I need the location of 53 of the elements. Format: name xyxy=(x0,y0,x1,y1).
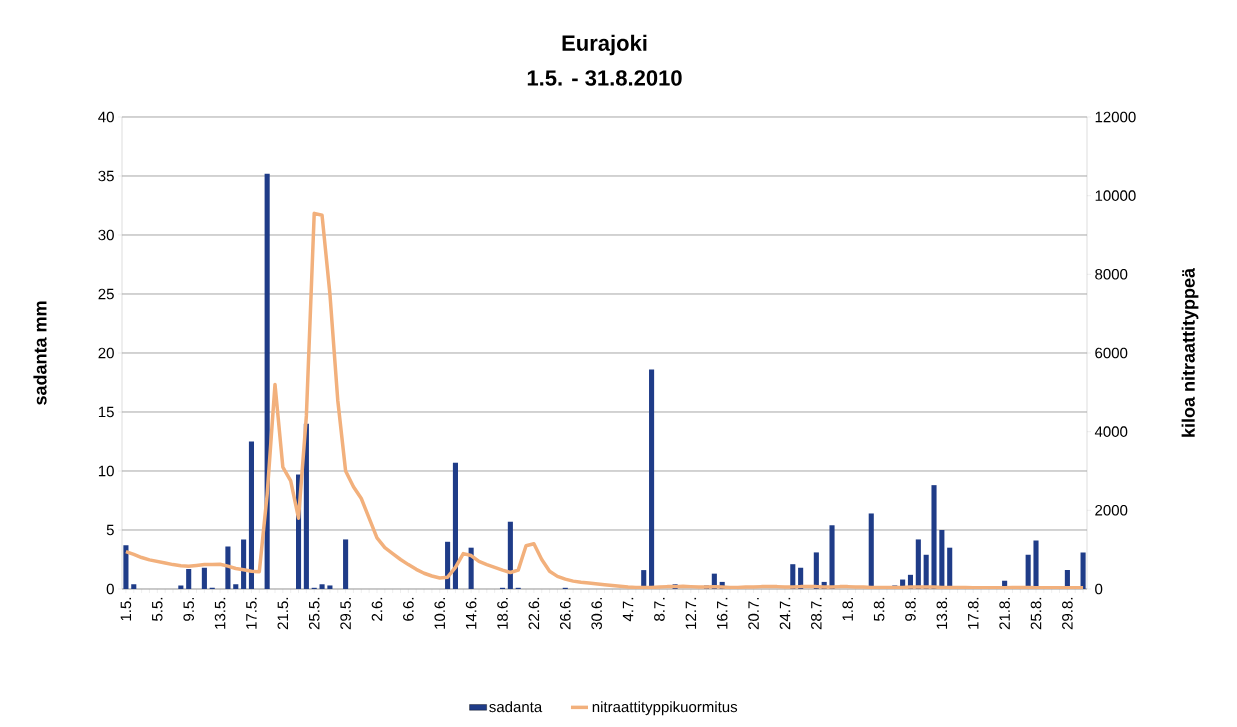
y2-axis-title: kiloa nitraattityppeä xyxy=(1181,267,1199,437)
x-tick-label: 21.8. xyxy=(999,597,1010,630)
y2-tick-label: 4000 xyxy=(1094,426,1128,437)
x-tick-label: 5.8. xyxy=(873,597,885,621)
x-tick-label: 25.5. xyxy=(308,597,320,630)
y-tick-label: 0 xyxy=(106,583,114,595)
y2-tick-label: 10000 xyxy=(1095,190,1136,201)
x-tick-label: 2.6. xyxy=(371,597,383,621)
x-tick-label: 4.7. xyxy=(622,597,634,622)
x-tick-label: 5.5. xyxy=(152,597,163,621)
x-tick-label: 6.6. xyxy=(403,597,414,621)
x-tick-label: 21.5. xyxy=(277,597,289,630)
legend-label: nitraattityppikuormitus xyxy=(592,701,738,716)
x-tick-label: 29.5. xyxy=(340,597,351,630)
y-tick-label: 20 xyxy=(98,347,114,359)
x-tick-label: 9.5. xyxy=(183,597,194,621)
y2-tick-label: 6000 xyxy=(1095,347,1128,359)
y-tick-label: 30 xyxy=(98,229,114,241)
x-tick-label: 29.8. xyxy=(1062,597,1073,630)
x-tick-label: 25.8. xyxy=(1030,597,1042,630)
x-tick-label: 28.7. xyxy=(811,597,822,630)
x-tick-label: 17.5. xyxy=(246,597,257,629)
x-tick-label: 20.7. xyxy=(748,597,759,630)
x-tick-label: 10.6. xyxy=(434,597,446,629)
x-tick-label: 9.8. xyxy=(905,597,916,621)
x-tick-label: 13.8. xyxy=(936,597,948,629)
x-tick-label: 16.7. xyxy=(716,597,728,629)
x-tick-label: 30.6. xyxy=(591,597,602,630)
y-tick-label: 10 xyxy=(98,465,114,477)
y2-tick-label: 8000 xyxy=(1095,269,1128,280)
x-tick-label: 12.7. xyxy=(685,597,697,629)
x-tick-label: 26.6. xyxy=(559,597,571,630)
legend-label: sadanta xyxy=(489,701,543,713)
y2-tick-label: 2000 xyxy=(1095,505,1128,516)
x-tick-label: 22.6. xyxy=(528,597,540,630)
x-tick-label: 14.6. xyxy=(465,597,477,629)
x-tick-label: 18.6. xyxy=(497,597,508,629)
x-tick-label: 1.8. xyxy=(842,597,854,621)
x-tick-label: 8.7. xyxy=(654,597,665,621)
y2-tick-label: 12000 xyxy=(1095,111,1136,123)
x-tick-label: 1.5. xyxy=(120,597,132,621)
y2-tick-label: 0 xyxy=(1095,583,1103,595)
y-tick-label: 35 xyxy=(98,170,114,182)
x-tick-label: 13.5. xyxy=(214,597,226,629)
y-tick-label: 15 xyxy=(98,406,114,418)
y-axis-title: sadanta mm xyxy=(33,301,47,405)
chart-subtitle: 1.5. - 31.8.2010 xyxy=(527,70,682,86)
y-tick-label: 40 xyxy=(98,111,114,123)
x-tick-label: 17.8. xyxy=(967,597,979,629)
y-tick-label: 5 xyxy=(106,524,114,536)
y-tick-label: 25 xyxy=(98,288,114,300)
chart-title: Eurajoki xyxy=(562,34,647,56)
x-tick-label: 24.7. xyxy=(779,597,791,630)
